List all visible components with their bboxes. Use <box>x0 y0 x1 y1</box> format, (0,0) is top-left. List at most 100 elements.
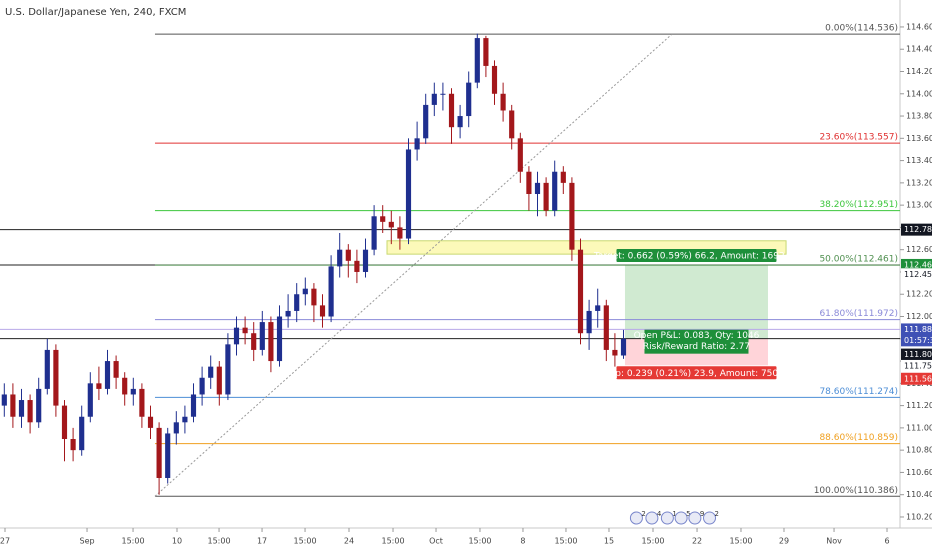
event-icon <box>703 511 717 525</box>
y-tick-label: 110.800 <box>906 446 932 455</box>
fib-label: 0.00%(114.536) <box>825 24 898 34</box>
event-icon <box>674 511 688 525</box>
x-tick-label: 15:00 <box>294 537 317 546</box>
target-zone <box>624 264 768 339</box>
x-tick-label: 29 <box>779 537 789 546</box>
candle-body <box>354 260 360 272</box>
candle-body <box>491 65 498 94</box>
ratio-label: Risk/Reward Ratio: 2.77 <box>643 342 750 352</box>
x-tick-label: 15:00 <box>554 537 577 546</box>
fib-label: 23.60%(113.557) <box>819 133 898 143</box>
candle-body <box>199 377 205 395</box>
candle-body <box>251 333 257 350</box>
x-tick-label: Nov <box>826 537 842 546</box>
price-tag-label: 111.884 <box>904 325 932 334</box>
event-icon <box>629 511 643 525</box>
candle-body <box>380 216 386 222</box>
x-tick-label: Oct <box>429 537 443 546</box>
candle-body <box>242 327 248 334</box>
candle-body <box>122 377 128 395</box>
fib-label: 78.60%(111.274) <box>819 387 898 397</box>
event-label: 5 <box>686 510 690 518</box>
candle-body <box>70 439 76 451</box>
x-tick-label: 27 <box>0 537 10 546</box>
candle-body <box>577 249 584 334</box>
y-tick-label: 113.600 <box>906 134 932 143</box>
candle-body <box>182 416 188 423</box>
candle-body <box>337 249 343 267</box>
fib-label: 61.80%(111.972) <box>819 309 898 319</box>
stop-label: Stop: 0.239 (0.21%) 23.9, Amount: 750.01 <box>600 369 792 379</box>
fib-label: 100.00%(110.386) <box>814 486 898 496</box>
fib-label: 50.00%(112.461) <box>819 255 898 265</box>
x-tick-label: 15:00 <box>122 537 145 546</box>
x-tick-label: 15:00 <box>729 537 752 546</box>
event-label: 2 <box>641 510 645 518</box>
candle-body <box>345 249 351 261</box>
event-icon <box>688 511 702 525</box>
price-tag <box>901 258 932 271</box>
candle-body <box>225 344 231 395</box>
candle-body <box>328 266 334 317</box>
candle-body <box>36 388 42 423</box>
price-tag <box>901 334 932 347</box>
candle-body <box>414 138 420 150</box>
y-tick-label: 112.600 <box>906 245 932 254</box>
candle-body <box>18 400 25 417</box>
price-tag <box>901 223 932 236</box>
event-label: 1 <box>672 510 676 518</box>
candle-body <box>560 171 566 183</box>
candle-body <box>233 327 240 345</box>
candle-body <box>603 305 609 350</box>
candle-body <box>526 171 532 195</box>
candle-body <box>259 322 265 350</box>
candle-body <box>79 416 85 451</box>
y-tick-label: 114.600 <box>906 22 932 31</box>
x-tick-label: 6 <box>884 537 889 546</box>
price-tag <box>901 268 932 281</box>
y-tick-label: 113.200 <box>906 178 932 187</box>
target-label-box <box>616 248 777 262</box>
y-tick-label: 112.000 <box>906 312 932 321</box>
price-tag-label: 111.801 <box>904 350 932 359</box>
y-tick-label: 113.400 <box>906 156 932 165</box>
x-tick-label: 15:00 <box>468 537 491 546</box>
candle-body <box>285 310 291 317</box>
event-icon <box>645 511 659 525</box>
candle-body <box>173 422 179 434</box>
candle-body <box>552 171 558 211</box>
price-tag-label: 01:57:34 <box>904 336 932 345</box>
y-tick-label: 113.800 <box>906 112 932 121</box>
price-tag-label: 111.562 <box>904 374 932 383</box>
candle-body <box>190 394 197 417</box>
price-tag-label: 112.459 <box>904 270 932 279</box>
candle-body <box>165 433 171 478</box>
y-tick-label: 113.000 <box>906 201 932 210</box>
candle-body <box>208 366 214 378</box>
y-tick-label: 110.400 <box>906 490 932 499</box>
candle-body <box>44 349 50 389</box>
y-tick-label: 111.000 <box>906 423 932 432</box>
candle-body <box>294 294 300 311</box>
candle-body <box>61 405 68 440</box>
chart-title: U.S. Dollar/Japanese Yen, 240, FXCM <box>5 7 186 18</box>
candle-body <box>586 310 592 334</box>
x-tick-label: 15:00 <box>641 537 664 546</box>
price-tag <box>901 323 932 336</box>
candle-body <box>96 383 102 389</box>
x-tick-label: 24 <box>344 537 354 546</box>
price-tag <box>901 372 932 385</box>
candle-body <box>319 305 326 317</box>
y-tick-label: 110.200 <box>906 512 932 521</box>
candle-body <box>87 383 93 417</box>
pnl-box <box>644 329 749 354</box>
price-tag-label: 112.780 <box>904 225 932 234</box>
candle-body <box>423 104 429 139</box>
candle-body <box>27 400 33 423</box>
candle-body <box>431 93 437 105</box>
price-tag-label: 112.463 <box>904 260 932 269</box>
y-tick-label: 114.200 <box>906 67 932 76</box>
candle-body <box>268 322 274 362</box>
